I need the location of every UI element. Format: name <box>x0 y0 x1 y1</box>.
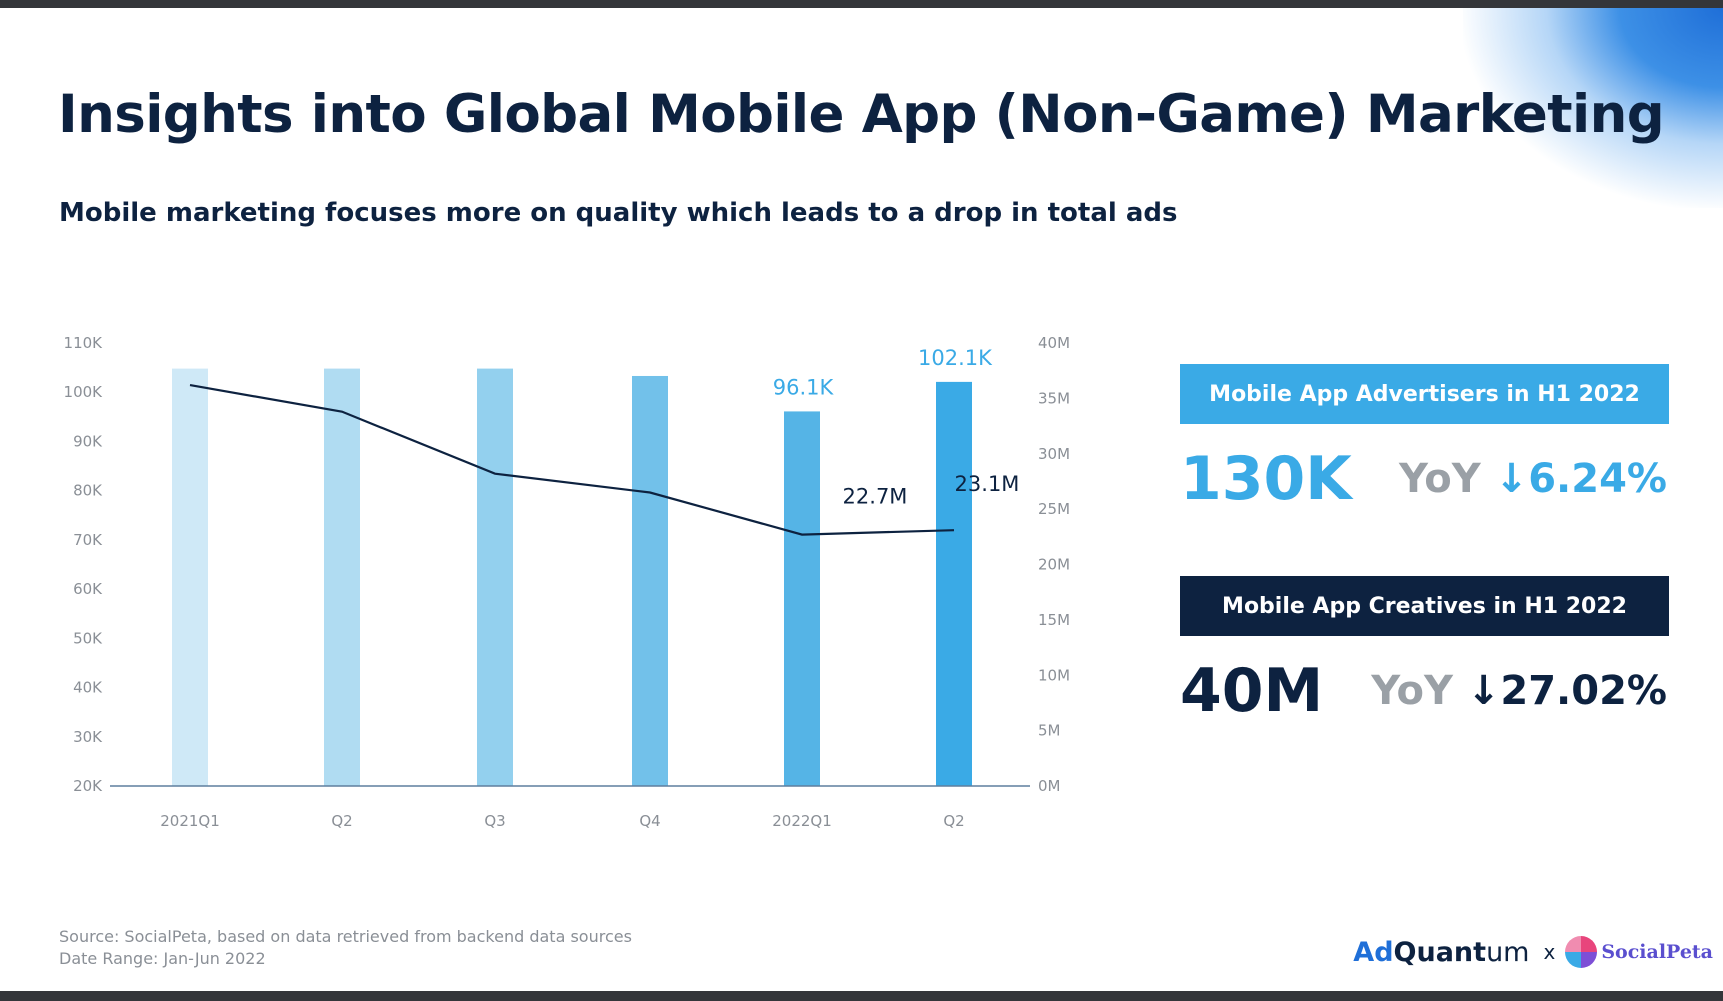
bar <box>784 411 820 786</box>
left-axis-tick-label: 70K <box>73 531 103 549</box>
bottom-bar <box>0 991 1723 1001</box>
right-axis-tick-label: 10M <box>1038 666 1070 684</box>
advertisers-yoy-value: ↓6.24% <box>1494 456 1667 502</box>
socialpeta-icon <box>1565 936 1598 968</box>
date-range-text: Date Range: Jan-Jun 2022 <box>59 949 266 968</box>
source-note: Source: SocialPeta, based on data retrie… <box>59 926 632 970</box>
right-axis-tick-label: 5M <box>1038 722 1061 740</box>
corner-decoration <box>1463 8 1723 208</box>
creatives-yoy-label: YoY <box>1371 668 1453 714</box>
bar-data-label: 102.1K <box>918 346 993 370</box>
right-axis-tick-label: 0M <box>1038 777 1061 795</box>
advertisers-yoy: YoY ↓6.24% <box>1399 456 1667 502</box>
top-bar <box>0 0 1723 8</box>
brand-logos: AdQuantum x SocialPeta <box>1353 936 1713 968</box>
right-axis-tick-label: 25M <box>1038 500 1070 518</box>
line-data-label: 23.1M <box>955 472 1020 496</box>
advertisers-header: Mobile App Advertisers in H1 2022 <box>1180 364 1669 424</box>
bar <box>172 368 208 786</box>
bar-data-label: 96.1K <box>773 375 835 399</box>
left-axis-tick-label: 100K <box>64 383 104 401</box>
logo-separator: x <box>1543 940 1556 964</box>
left-axis-tick-label: 20K <box>73 777 103 795</box>
x-axis-category-label: 2021Q1 <box>160 812 220 830</box>
line-series <box>189 384 955 536</box>
x-axis-category-label: Q2 <box>331 812 352 830</box>
page-title: Insights into Global Mobile App (Non-Gam… <box>58 84 1665 145</box>
source-text: Source: SocialPeta, based on data retrie… <box>59 927 632 946</box>
left-axis-tick-label: 80K <box>73 482 103 500</box>
right-axis-tick-label: 40M <box>1038 334 1070 352</box>
creatives-yoy: YoY ↓27.02% <box>1371 668 1667 714</box>
advertisers-value: 130K <box>1180 444 1352 514</box>
adquantum-logo: AdQuantum <box>1353 936 1530 968</box>
creatives-value: 40M <box>1180 656 1324 726</box>
creatives-header: Mobile App Creatives in H1 2022 <box>1180 576 1669 636</box>
right-axis-tick-label: 30M <box>1038 445 1070 463</box>
left-axis-tick-label: 30K <box>73 728 103 746</box>
page-subtitle: Mobile marketing focuses more on quality… <box>59 198 1178 228</box>
x-axis-category-label: Q3 <box>484 812 505 830</box>
bar <box>632 375 668 786</box>
line-data-label: 22.7M <box>843 485 908 509</box>
creatives-yoy-value: ↓27.02% <box>1466 668 1667 714</box>
left-axis-tick-label: 50K <box>73 629 103 647</box>
combo-chart: 20K 30K 40K 50K 60K 70K 80K 90K 100K 110K 0M 5M 10M 1… <box>64 334 1071 830</box>
bar <box>477 368 513 786</box>
x-axis-category-label: Q2 <box>943 812 964 830</box>
right-axis-tick-label: 20M <box>1038 556 1070 574</box>
right-axis-tick-label: 35M <box>1038 389 1070 407</box>
advertisers-yoy-label: YoY <box>1399 456 1481 502</box>
x-axis-category-label: Q4 <box>639 812 660 830</box>
bar <box>936 381 972 786</box>
left-axis-tick-label: 40K <box>73 679 103 697</box>
bar <box>324 368 360 786</box>
left-axis-tick-label: 110K <box>64 334 104 352</box>
socialpeta-logo: SocialPeta <box>1601 941 1713 963</box>
left-axis-tick-label: 90K <box>73 432 103 450</box>
x-axis-category-label: 2022Q1 <box>772 812 832 830</box>
left-axis-tick-label: 60K <box>73 580 103 598</box>
right-axis-tick-label: 15M <box>1038 611 1070 629</box>
